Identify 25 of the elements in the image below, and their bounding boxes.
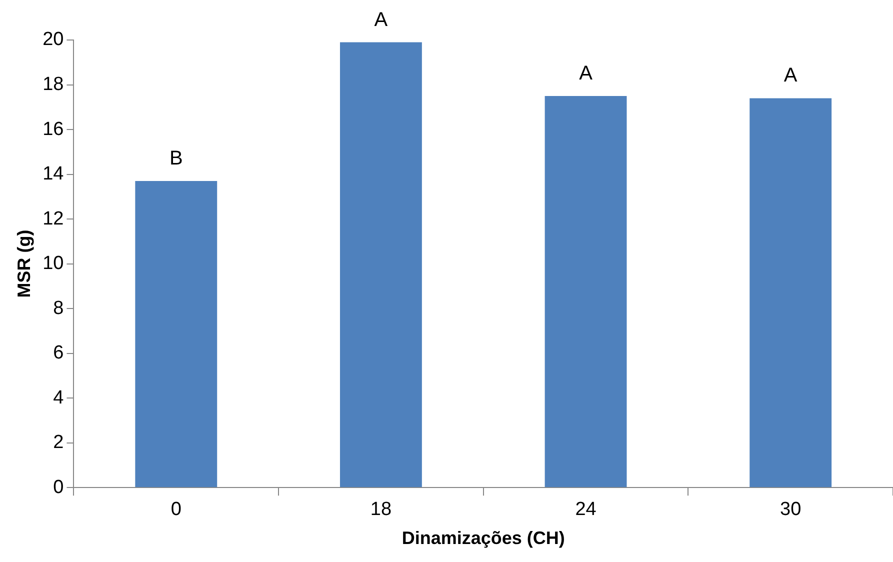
y-tick-label: 6 [53,342,64,364]
annotation: A [374,8,388,31]
bar [340,42,422,488]
bar [750,98,832,488]
x-tick-label: 0 [170,499,182,520]
x-axis-title: Dinamizações (CH) [402,528,565,548]
x-tick-label: 24 [575,499,597,520]
bar [135,180,218,488]
y-tick-label: 14 [42,164,64,185]
y-tick-label: 10 [42,253,64,274]
x-tick-label: 30 [780,499,802,520]
y-tick-label: 0 [53,476,64,498]
annotation: A [784,64,798,87]
y-tick-label: 18 [42,74,64,95]
annotation: A [579,62,594,84]
y-tick-label: 8 [53,298,64,319]
y-tick-label: 2 [53,432,64,454]
bar [544,96,627,488]
y-tick-label: 20 [42,29,64,50]
y-tick-label: 12 [42,208,64,230]
y-tick-label: 4 [53,387,64,408]
x-tick-label: 18 [370,499,392,520]
y-tick-label: 16 [42,118,64,140]
annotation: B [169,148,183,170]
y-axis-title: MSR (g) [14,230,34,298]
